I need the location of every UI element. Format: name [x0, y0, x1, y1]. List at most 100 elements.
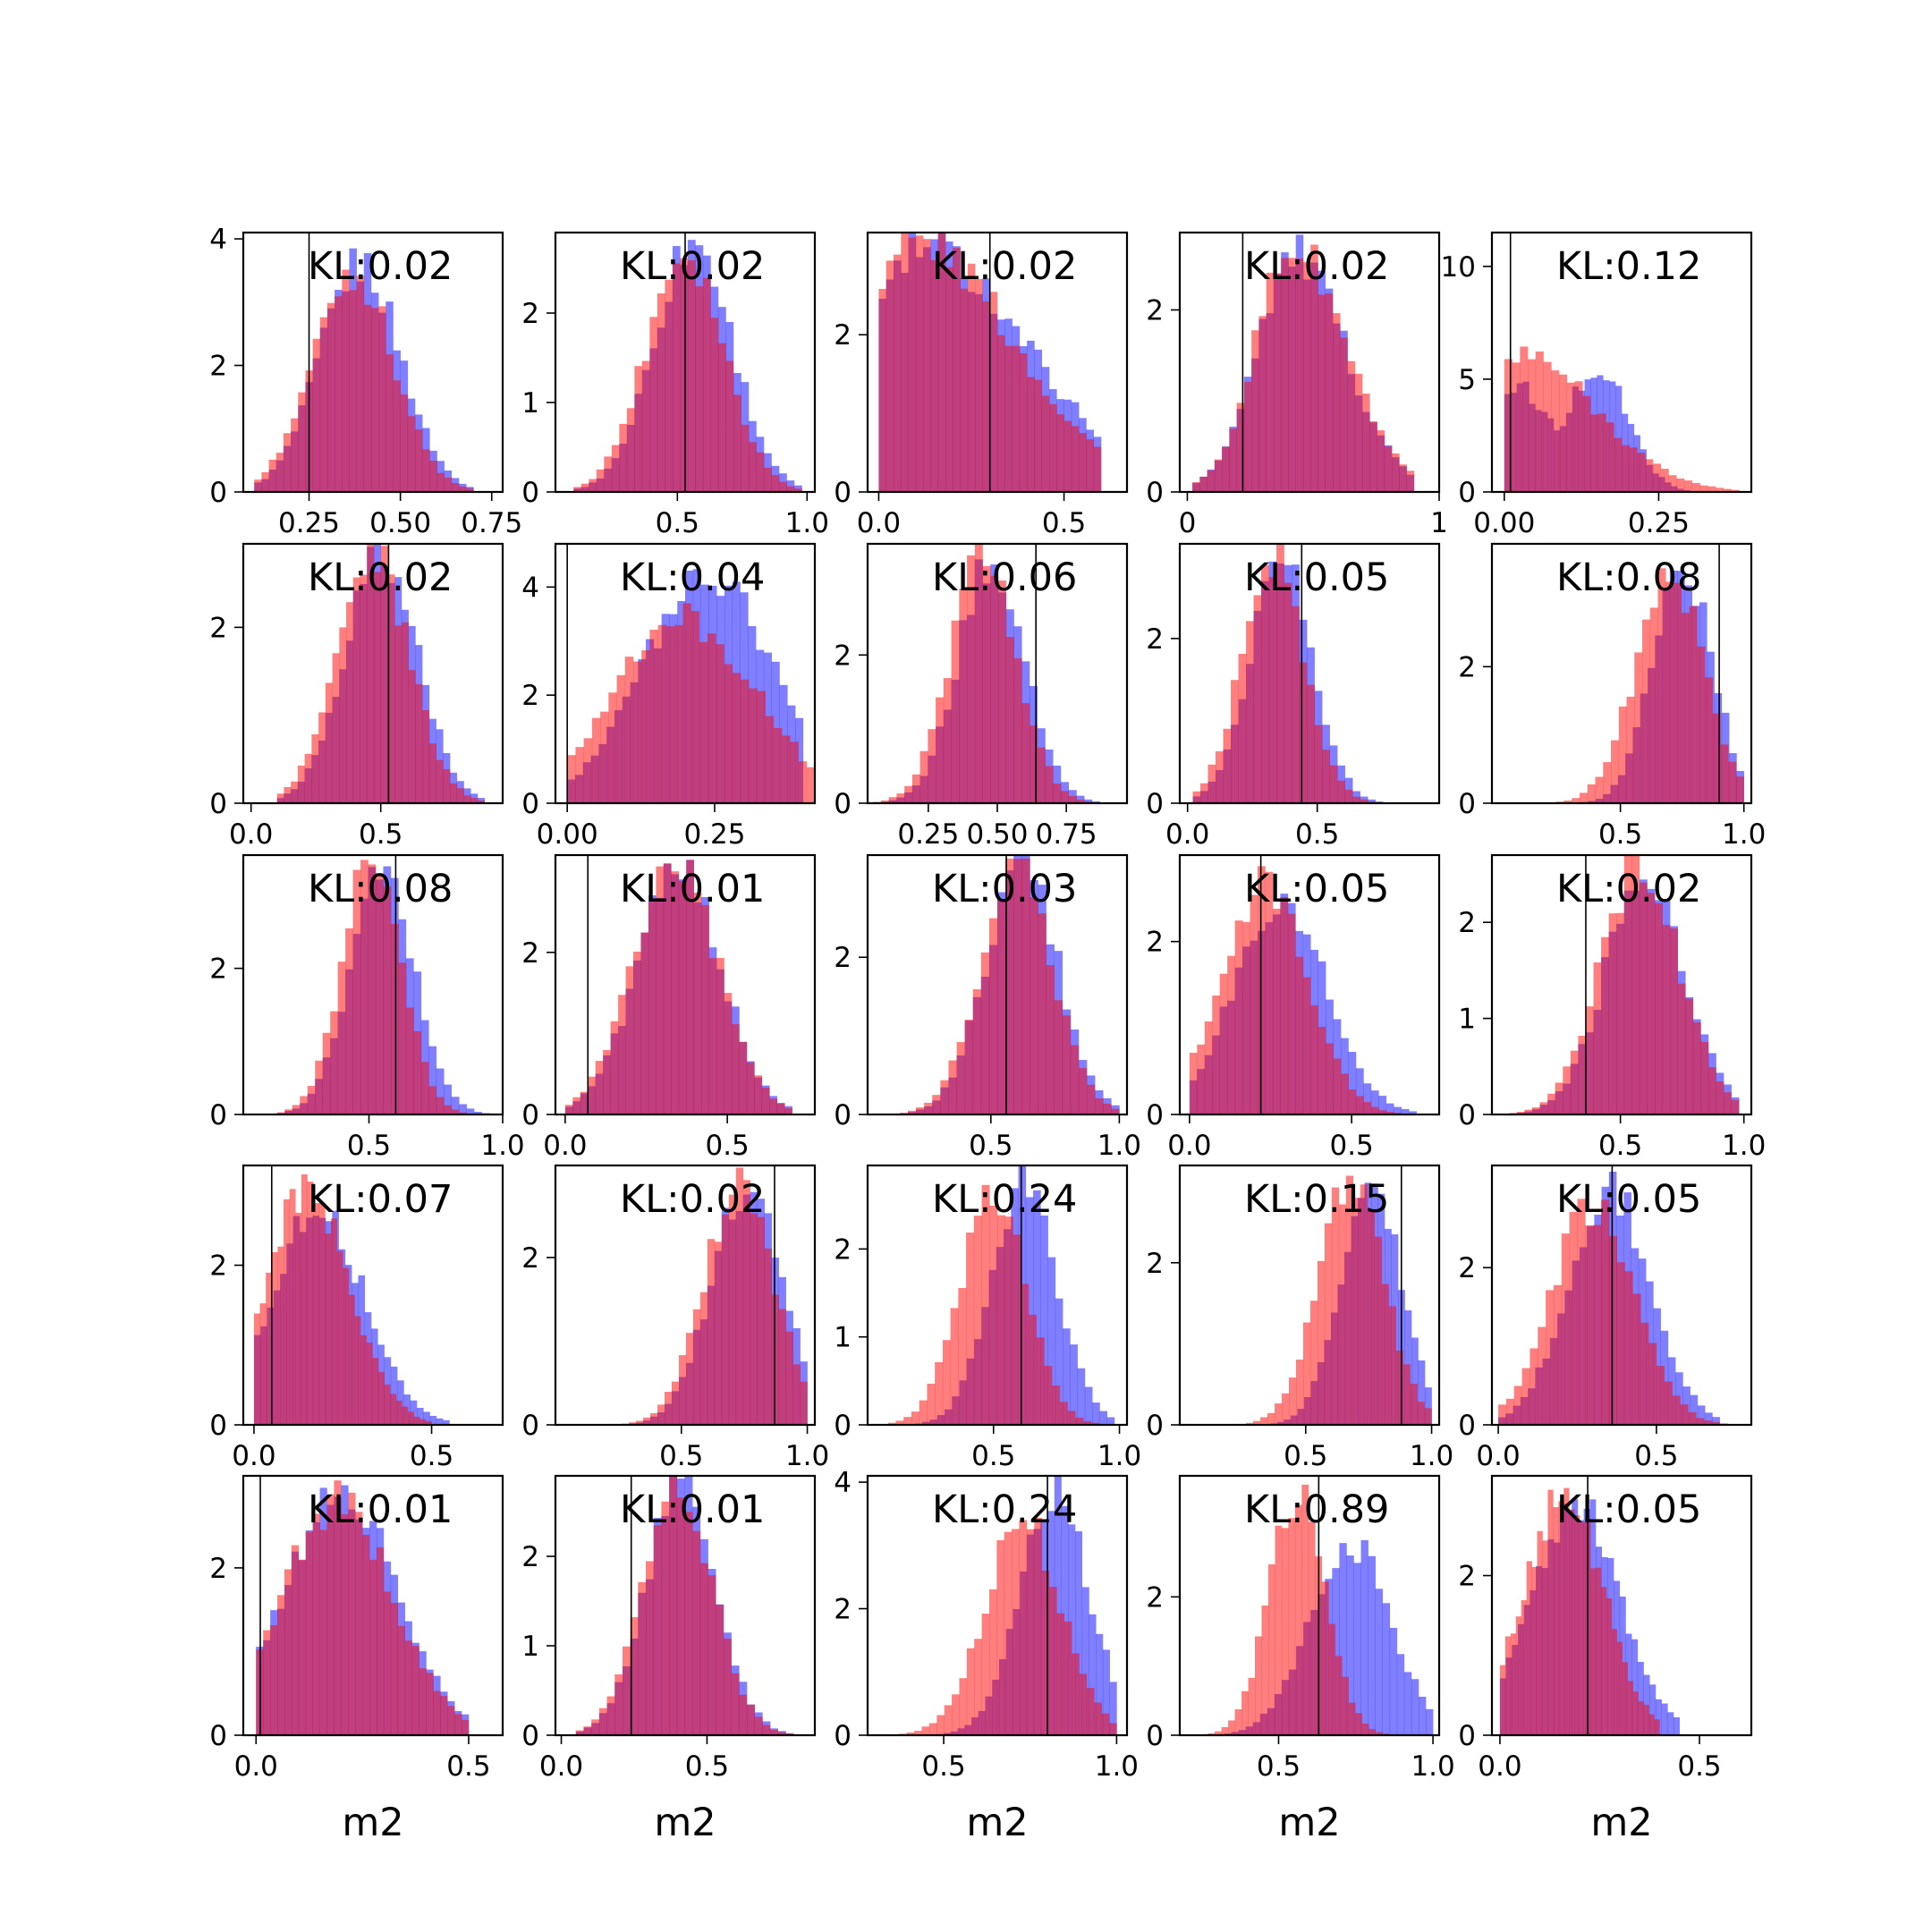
histogram-bar — [1424, 1408, 1432, 1425]
histogram-bar — [1645, 459, 1654, 492]
x-tick-label: 0.75 — [1036, 818, 1097, 851]
kl-annotation: KL:0.01 — [620, 867, 765, 911]
subplot-11: 0.5 1.0 0 2 KL:0.08 — [209, 853, 525, 1162]
histogram-bar — [1585, 1224, 1594, 1425]
x-tick-label: 1.0 — [480, 1130, 524, 1162]
histogram-bar — [1348, 1052, 1357, 1114]
histogram-bar — [261, 471, 269, 492]
series-red — [1192, 544, 1376, 803]
histogram-bar — [717, 343, 726, 492]
histogram-bar — [436, 1068, 445, 1114]
histogram-bar — [1395, 1350, 1403, 1425]
histogram-bar — [443, 768, 451, 803]
histogram-bar — [1649, 1684, 1657, 1735]
histogram-bar — [1339, 1543, 1347, 1735]
histogram-bar — [724, 664, 733, 803]
histogram-bar — [998, 580, 1007, 803]
histogram-bar — [896, 793, 905, 803]
x-tick-label: 0.5 — [971, 1440, 1015, 1472]
histogram-bar — [1385, 1103, 1394, 1114]
histogram-bar — [764, 1248, 772, 1425]
histogram-bar — [921, 1726, 930, 1735]
subplot-9: 0.0 0.5 0 2 KL:0.05 — [1146, 542, 1441, 851]
histogram-bar — [1049, 403, 1057, 492]
histogram-bar — [674, 624, 683, 803]
y-tick-label: 2 — [209, 953, 227, 986]
axes-frame — [866, 1474, 1129, 1737]
histogram-bars — [253, 1174, 450, 1425]
histogram-bar — [699, 1292, 708, 1425]
histogram-bar — [383, 1591, 392, 1735]
histogram-bar — [1577, 1199, 1586, 1425]
histogram-bar — [451, 483, 460, 492]
histogram-bar — [1648, 1343, 1657, 1425]
x-tick-label: 0.25 — [278, 507, 340, 539]
series-red — [575, 1476, 794, 1735]
histogram-bar — [640, 932, 649, 1114]
histogram-bar — [936, 697, 945, 803]
axes-frame — [242, 1474, 504, 1737]
histogram-bar — [319, 1530, 327, 1735]
histogram-bar — [928, 729, 936, 803]
x-tick-label: 0.75 — [461, 507, 522, 539]
x-tick-label: 0.5 — [705, 1130, 749, 1162]
histogram-bar — [1302, 1322, 1311, 1425]
axes-frame — [554, 853, 817, 1116]
histogram-bar — [699, 641, 708, 803]
histogram-bar — [1566, 382, 1575, 492]
histogram-bar — [1248, 1677, 1256, 1735]
histogram-bar — [447, 1706, 455, 1735]
series-red — [878, 233, 1102, 492]
histogram-bar — [572, 1097, 581, 1114]
histogram-bar — [1302, 977, 1311, 1114]
histogram-bars — [1239, 1175, 1432, 1425]
x-tick-label: 0.5 — [1257, 1750, 1301, 1783]
histogram-bar — [342, 269, 350, 492]
subplot-6: 0.0 0.5 0 2 KL:0.02 — [209, 542, 504, 851]
histogram-bar — [397, 1625, 405, 1735]
histogram-bar — [1622, 445, 1631, 492]
y-tick-label: 2 — [1458, 1252, 1476, 1284]
histogram-bar — [641, 360, 650, 492]
histogram-bar — [1295, 956, 1304, 1114]
histogram-bar — [940, 1080, 949, 1114]
histogram-bar — [1260, 1417, 1268, 1425]
histogram-bar — [444, 477, 453, 492]
histogram-bar — [725, 360, 734, 492]
histogram-bar — [606, 1696, 615, 1735]
histogram-bar — [1216, 750, 1224, 803]
histogram-bar — [989, 1205, 998, 1425]
histogram-bar — [283, 433, 292, 492]
histogram-bar — [1329, 765, 1338, 803]
series-red — [276, 544, 485, 803]
histogram-bar — [1627, 1681, 1633, 1735]
histogram-bar — [1324, 1223, 1333, 1425]
histogram-bar — [436, 1097, 445, 1114]
histogram-bar — [1075, 1418, 1084, 1425]
histogram-bar — [1322, 750, 1330, 803]
x-axis-label: m2 — [342, 1801, 403, 1845]
histogram-bar — [1546, 1290, 1555, 1425]
histogram-bar — [1643, 1704, 1649, 1735]
y-tick-label: 2 — [209, 612, 227, 644]
axes-frame — [242, 1164, 504, 1427]
histogram-bar — [610, 1021, 619, 1114]
histogram-bar — [1273, 273, 1282, 492]
histogram-bars — [1504, 346, 1740, 492]
series-red — [887, 1184, 1099, 1425]
histogram-bar — [408, 1411, 414, 1425]
histogram-bar — [778, 481, 787, 492]
histogram-bar — [436, 759, 444, 803]
histogram-bar — [763, 467, 772, 492]
histogram-bar — [728, 1194, 737, 1425]
histogram-bar — [619, 423, 628, 492]
histogram-bar — [360, 860, 369, 1114]
histogram-bar — [413, 1416, 420, 1425]
histogram-bar — [1253, 595, 1262, 803]
series-red — [1504, 346, 1740, 492]
kl-annotation: KL:0.15 — [1244, 1177, 1389, 1222]
histogram-bar — [1558, 1501, 1564, 1735]
histogram-bar — [937, 233, 946, 492]
y-tick-label: 0 — [1146, 788, 1164, 820]
